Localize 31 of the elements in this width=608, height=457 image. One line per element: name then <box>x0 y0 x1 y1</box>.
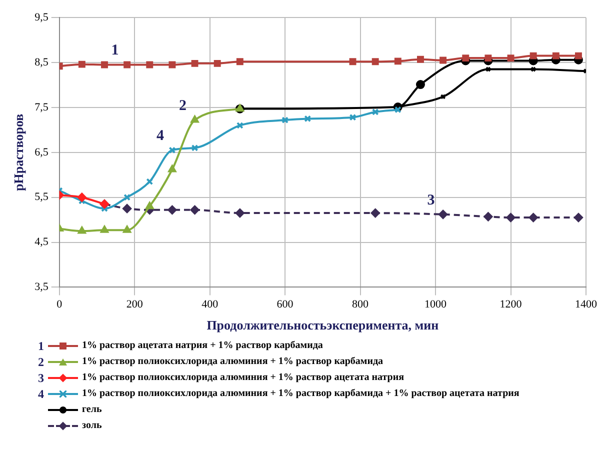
y-tick-label: 3,5 <box>34 281 49 294</box>
legend-label: 1% раствор ацетата натрия + 1% раствор карбамида <box>82 339 323 353</box>
text: 3 <box>38 371 44 385</box>
y-tick-label: 5,5 <box>34 191 49 204</box>
y-tick-label: 4,5 <box>34 236 49 248</box>
x-tick-label: 800 <box>352 298 370 311</box>
y-tick-label: 9,5 <box>34 11 49 24</box>
legend-label: 1% раствор полиоксихлорида алюминия + 1% раствор ацетата натрия <box>82 371 404 385</box>
legend-label: 1% раствор полиоксихлорида алюминия + 1% раствор карбамида + 1% раствор ацетата натрия <box>82 387 520 401</box>
text: 4 <box>38 387 44 401</box>
x-tick-label: 600 <box>276 298 294 311</box>
x-tick-label: 0 <box>56 298 63 311</box>
x-tick-label: 1000 <box>424 298 448 311</box>
y-tick-label: 6,5 <box>34 146 49 158</box>
y-axis-title: pHрастворов <box>11 114 26 191</box>
annotation: 1 <box>111 42 119 59</box>
x-tick-label: 400 <box>202 298 219 311</box>
legend-label: гель <box>82 403 102 417</box>
x-tick-label: 1200 <box>500 298 522 311</box>
annotation: 4 <box>156 128 164 144</box>
y-tick-label: 7,5 <box>34 101 49 114</box>
annotation: 2 <box>179 98 187 114</box>
legend-label: золь <box>82 419 102 433</box>
text: 2 <box>38 355 44 369</box>
x-axis-title: Продолжительностьэксперимента, мин <box>206 318 440 333</box>
legend-label: 1% раствор полиоксихлорида алюминия + 1% раствор карбамида <box>82 355 384 369</box>
x-tick-label: 200 <box>126 298 144 311</box>
text: 1 <box>38 339 44 353</box>
x-tick-label: 1400 <box>575 298 598 311</box>
annotation: 3 <box>427 192 435 208</box>
y-tick-label: 8,5 <box>34 56 49 68</box>
